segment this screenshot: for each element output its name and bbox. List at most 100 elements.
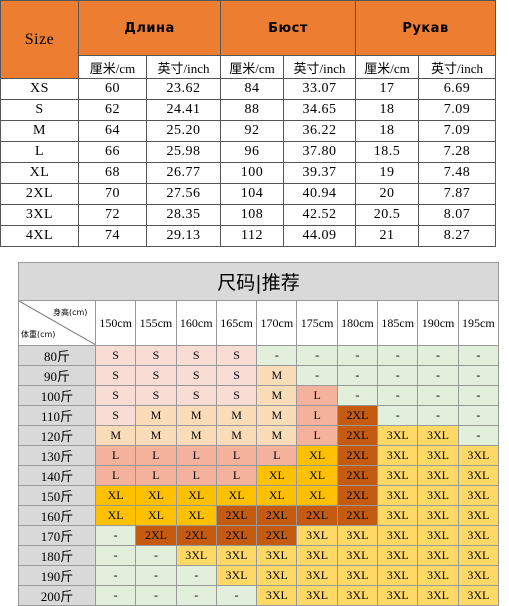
size-cell: - bbox=[336, 385, 379, 406]
header-cell: Длина bbox=[78, 0, 221, 56]
weight-row: 170斤 -2XL 2XL 2XL 2XL 3XL 3XL 3XL 3XL 3XL bbox=[18, 525, 500, 546]
data-cell: 74 bbox=[78, 225, 147, 247]
size-cell: S bbox=[175, 345, 217, 366]
size-cell: - bbox=[457, 345, 500, 366]
data-cell: 26.77 bbox=[146, 162, 221, 184]
size-cell: XL bbox=[135, 505, 177, 526]
height-cell: 165cm bbox=[215, 300, 258, 346]
unit-cell: 英寸/inch bbox=[418, 55, 497, 79]
size-cell: L bbox=[215, 445, 258, 466]
header-cell: Рукав bbox=[355, 0, 497, 56]
data-row: 3XL 72 28.35 108 42.52 20.5 8.07 bbox=[0, 204, 497, 226]
data-cell: 23.62 bbox=[146, 78, 221, 100]
size-cell: 3XL bbox=[417, 505, 459, 526]
height-row: 身高(cm) 体重(cm) 150cm 155cm 160cm 165cm 170cm 175… bbox=[18, 300, 500, 346]
size-cell: 3XL bbox=[377, 585, 419, 606]
data-cell: 68 bbox=[78, 162, 147, 184]
size-cell: XL bbox=[256, 485, 298, 506]
height-cell: 195cm bbox=[457, 300, 500, 346]
size-cell: L bbox=[94, 465, 137, 486]
data-cell: 28.35 bbox=[146, 204, 221, 226]
corner: 身高(cm) 体重(cm) bbox=[19, 301, 95, 345]
size-cell: L bbox=[296, 385, 338, 406]
size-cell: 3XL bbox=[377, 505, 419, 526]
size-cell: - bbox=[94, 525, 137, 546]
size-cell: 3XL bbox=[296, 565, 338, 586]
size-cell: S bbox=[94, 405, 137, 426]
size-cell: S bbox=[215, 385, 258, 406]
size-cell: 3XL bbox=[296, 585, 338, 606]
data-cell: 3XL bbox=[0, 204, 79, 226]
data-cell: 108 bbox=[220, 204, 284, 226]
weight-row: 140斤 L L L L XL XL 2XL 3XL 3XL 3XL bbox=[18, 465, 500, 486]
data-cell: 7.87 bbox=[418, 183, 497, 205]
size-table: Size Длина Бюст Рукав 厘米/cm 英寸/inch 厘米/cm 英寸/in… bbox=[0, 0, 497, 247]
data-cell: 18 bbox=[355, 99, 420, 121]
size-cell: - bbox=[94, 565, 137, 586]
size-cell: M bbox=[215, 425, 258, 446]
size-cell: 2XL bbox=[215, 505, 258, 526]
size-cell: - bbox=[336, 365, 379, 386]
height-cell: 155cm bbox=[135, 300, 177, 346]
data-cell: 33.07 bbox=[282, 78, 357, 100]
data-cell: 21 bbox=[355, 225, 420, 247]
size-cell: 3XL bbox=[336, 585, 379, 606]
size-cell: M bbox=[94, 425, 137, 446]
size-cell: 2XL bbox=[256, 525, 298, 546]
size-cell: 2XL bbox=[336, 445, 379, 466]
size-cell: 3XL bbox=[256, 585, 298, 606]
size-cell: S bbox=[175, 385, 217, 406]
size-cell: - bbox=[296, 345, 338, 366]
weight-row: 110斤 S M M M M L 2XL - - - bbox=[18, 405, 500, 426]
data-cell: S bbox=[0, 99, 79, 121]
size-cell: 2XL bbox=[336, 425, 379, 446]
data-cell: 112 bbox=[220, 225, 284, 247]
size-cell: XL bbox=[296, 445, 338, 466]
data-cell: 7.48 bbox=[418, 162, 497, 184]
data-cell: 6.69 bbox=[418, 78, 497, 100]
data-row: S 62 24.41 88 34.65 18 7.09 bbox=[0, 99, 497, 121]
unit-cell: 英寸/inch bbox=[282, 55, 357, 79]
size-cell: S bbox=[135, 365, 177, 386]
size-cell: - bbox=[175, 585, 217, 606]
weight-row: 90斤 S S S S M - - - - - bbox=[18, 365, 500, 386]
size-cell: 3XL bbox=[417, 545, 459, 566]
size-cell: 3XL bbox=[175, 545, 217, 566]
size-cell: L bbox=[175, 445, 217, 466]
size-cell: 2XL bbox=[336, 465, 379, 486]
weight-cell: 190斤 bbox=[18, 565, 96, 586]
size-cell: - bbox=[256, 345, 298, 366]
unit-row: 厘米/cm 英寸/inch 厘米/cm 英寸/inch 厘米/cm 英寸/inch bbox=[1, 55, 497, 79]
size-cell: 3XL bbox=[296, 525, 338, 546]
data-cell: 8.27 bbox=[418, 225, 497, 247]
size-cell: 3XL bbox=[457, 585, 500, 606]
size-cell: 3XL bbox=[457, 445, 500, 466]
size-cell: 2XL bbox=[135, 525, 177, 546]
size-cell: L bbox=[296, 425, 338, 446]
size-cell: - bbox=[417, 345, 459, 366]
data-row: XL 68 26.77 100 39.37 19 7.48 bbox=[0, 162, 497, 184]
size-cell: XL bbox=[256, 465, 298, 486]
size-cell: M bbox=[215, 405, 258, 426]
size-cell: XL bbox=[215, 485, 258, 506]
size-cell: - bbox=[377, 385, 419, 406]
unit-cell: 厘米/cm bbox=[78, 55, 147, 79]
data-cell: 7.28 bbox=[418, 141, 497, 163]
data-row: L 66 25.98 96 37.80 18.5 7.28 bbox=[0, 141, 497, 163]
size-cell: 3XL bbox=[215, 545, 258, 566]
data-cell: 20.5 bbox=[355, 204, 420, 226]
size-cell: - bbox=[135, 565, 177, 586]
weight-row: 190斤 - - -3XL 3XL 3XL 3XL 3XL 3XL 3XL bbox=[18, 565, 500, 586]
size-cell: 3XL bbox=[457, 505, 500, 526]
data-cell: 2XL bbox=[0, 183, 79, 205]
size-cell: 3XL bbox=[417, 485, 459, 506]
data-cell: 70 bbox=[78, 183, 147, 205]
weight-cell: 80斤 bbox=[18, 345, 96, 366]
size-cell: 2XL bbox=[336, 505, 379, 526]
data-cell: 39.37 bbox=[282, 162, 357, 184]
size-cell: 3XL bbox=[336, 525, 379, 546]
size-cell: - bbox=[417, 385, 459, 406]
size-cell: S bbox=[94, 365, 137, 386]
